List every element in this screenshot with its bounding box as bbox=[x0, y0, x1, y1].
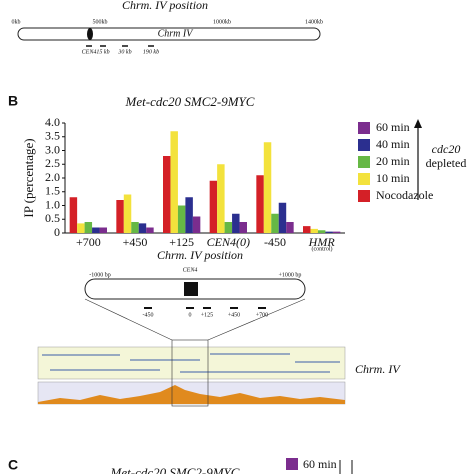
bar bbox=[303, 226, 311, 233]
scale-label: 0kb bbox=[12, 19, 21, 25]
legend-swatch bbox=[358, 190, 370, 202]
scale-label: 1000kb bbox=[213, 19, 231, 25]
y-tick-label: 4.0 bbox=[45, 115, 60, 129]
zoom-end: +1000 bp bbox=[279, 272, 302, 278]
bar bbox=[317, 230, 326, 233]
bar bbox=[209, 180, 218, 233]
bar bbox=[263, 142, 272, 233]
browser-genes bbox=[37, 346, 346, 380]
bar bbox=[146, 227, 154, 233]
x-tick-label: +125 bbox=[169, 235, 194, 249]
scale-label: 1400kb bbox=[305, 19, 323, 25]
zoom-site: -450 bbox=[143, 312, 154, 318]
bar bbox=[69, 197, 78, 233]
bar bbox=[239, 222, 247, 233]
zoom-site: +125 bbox=[201, 312, 213, 318]
legend-label: 60 min bbox=[303, 457, 337, 471]
zoom-lines bbox=[84, 298, 306, 341]
panel-a-title: Chrm. IV position bbox=[122, 0, 208, 12]
site-label: 30 kb bbox=[117, 49, 131, 55]
legend-label: 40 min bbox=[376, 137, 410, 151]
y-tick-label: 3.0 bbox=[45, 142, 60, 156]
chromosome bbox=[17, 27, 321, 41]
panel-c-title: Met-cdc20 SMC2-9MYC bbox=[110, 465, 240, 474]
legend-swatch bbox=[358, 139, 370, 151]
x-tick-label: HMR bbox=[308, 235, 336, 249]
legend-swatch bbox=[358, 173, 370, 185]
x-tick-label: +700 bbox=[76, 235, 101, 249]
bar bbox=[138, 223, 147, 233]
y-tick-label: 1.5 bbox=[45, 184, 60, 198]
scale-label: 500kb bbox=[93, 19, 108, 25]
bar bbox=[286, 222, 294, 233]
bar bbox=[278, 202, 287, 233]
bar bbox=[192, 216, 201, 233]
bar bbox=[163, 156, 171, 233]
bar bbox=[256, 175, 264, 233]
zoom-window bbox=[171, 339, 209, 407]
bar bbox=[84, 222, 93, 233]
site-label: 190 kb bbox=[143, 49, 159, 55]
panel-label: B bbox=[8, 93, 18, 109]
gene-tracks bbox=[42, 353, 340, 373]
y-tick-label: 3.5 bbox=[45, 129, 60, 143]
y-tick-label: 2.0 bbox=[45, 170, 60, 184]
bar bbox=[310, 228, 318, 233]
zoom-site: 0 bbox=[189, 312, 192, 318]
y-tick-label: 1.0 bbox=[45, 197, 60, 211]
bar bbox=[116, 200, 124, 233]
chrom-label: Chrm IV bbox=[158, 28, 195, 39]
legend-label: 60 min bbox=[376, 120, 410, 134]
site-label: 15 kb bbox=[96, 49, 109, 55]
bar bbox=[332, 231, 341, 233]
zoom-label: CEN4 bbox=[183, 266, 198, 273]
bar bbox=[177, 205, 186, 233]
legend-label: 10 min bbox=[376, 171, 410, 185]
bar bbox=[170, 131, 178, 233]
legend-label: Nocodazole bbox=[376, 188, 433, 202]
signal-area bbox=[38, 385, 345, 404]
bar bbox=[185, 197, 193, 233]
bar bbox=[131, 222, 139, 233]
arrow-label: cdc20 bbox=[432, 142, 461, 156]
site-label: CEN4 bbox=[82, 48, 97, 55]
arrow-head bbox=[414, 119, 422, 128]
bar bbox=[325, 231, 333, 233]
centromere bbox=[87, 28, 93, 40]
y-tick-label: 2.5 bbox=[45, 156, 60, 170]
bar bbox=[92, 227, 100, 233]
y-axis-label: IP (percentage) bbox=[21, 138, 36, 217]
y-tick-label: 0 bbox=[54, 225, 60, 239]
bar bbox=[224, 222, 233, 233]
zoom-site: +450 bbox=[228, 312, 240, 318]
bar bbox=[99, 227, 107, 233]
legend-swatch bbox=[358, 156, 370, 168]
bar bbox=[271, 213, 279, 233]
y-tick-label: 0.5 bbox=[45, 211, 60, 225]
arrow-label: depleted bbox=[426, 156, 467, 170]
bar bbox=[77, 223, 85, 233]
legend-label: 20 min bbox=[376, 154, 410, 168]
track-label: Chrm. IV bbox=[355, 362, 401, 376]
zoom-end: -1000 bp bbox=[89, 272, 111, 278]
x-tick-label: CEN4(0) bbox=[207, 235, 250, 249]
chart-title: Met-cdc20 SMC2-9MYC bbox=[125, 94, 255, 109]
cen-box bbox=[184, 282, 198, 296]
legend-swatch bbox=[286, 458, 298, 470]
category-note: (control) bbox=[312, 245, 333, 252]
zoom-site: +700 bbox=[256, 312, 268, 318]
x-tick-label: +450 bbox=[123, 235, 148, 249]
x-axis-label: Chrm. IV position bbox=[157, 248, 243, 262]
panel-label: C bbox=[8, 457, 18, 473]
bar bbox=[123, 194, 132, 233]
x-tick-label: -450 bbox=[264, 235, 286, 249]
legend-swatch bbox=[358, 122, 370, 134]
bar bbox=[232, 213, 240, 233]
bar bbox=[217, 164, 225, 233]
